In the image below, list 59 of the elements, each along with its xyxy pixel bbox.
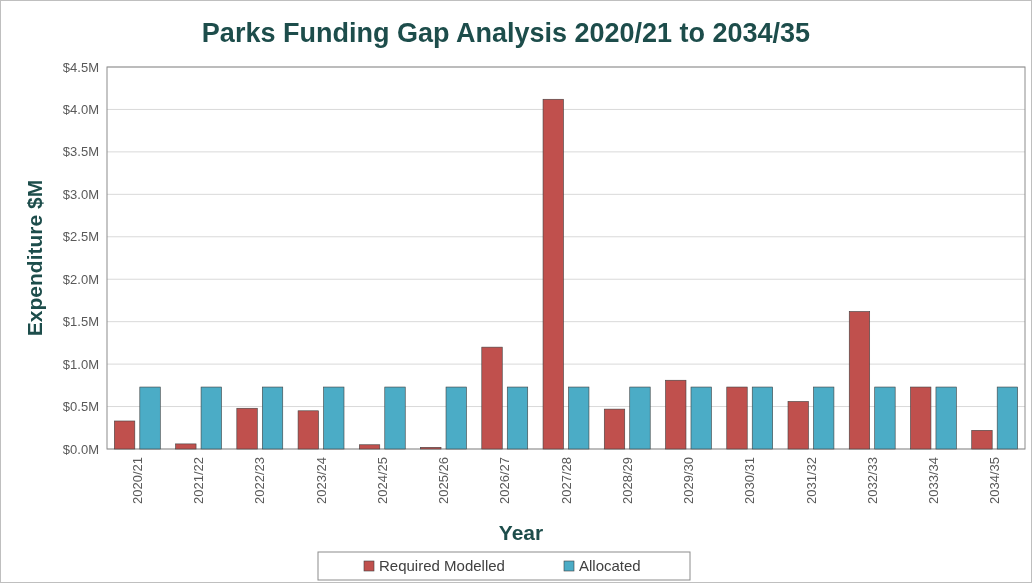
y-tick-label: $2.5M: [62, 229, 99, 245]
x-tick-label: 2029/30: [681, 457, 697, 504]
bar: [384, 386, 406, 450]
y-tick-label: $0.5M: [62, 399, 99, 415]
bar: [506, 386, 529, 450]
x-tick-label: 2020/21: [129, 457, 145, 504]
x-axis-title: Year: [498, 521, 544, 544]
bar: [445, 386, 467, 450]
bar: [996, 386, 1018, 450]
bar: [848, 311, 870, 450]
x-tick-label: 2023/24: [313, 457, 329, 504]
bar: [114, 420, 136, 450]
y-tick-label: $1.0M: [62, 356, 99, 372]
y-tick-label: $4.0M: [62, 101, 99, 117]
x-tick-label: 2027/28: [558, 457, 574, 504]
x-tick-label: 2021/22: [191, 457, 207, 504]
bar: [813, 386, 835, 450]
bar: [910, 386, 932, 450]
x-tick-label: 2022/23: [252, 457, 268, 504]
bar: [359, 444, 381, 450]
bar: [751, 386, 773, 450]
y-tick-label: $3.5M: [62, 144, 99, 160]
bar: [971, 430, 993, 450]
bar: [481, 346, 503, 450]
bar: [323, 386, 345, 450]
x-tick-label: 2025/26: [436, 457, 452, 504]
chart-title: Parks Funding Gap Analysis 2020/21 to 2034/35: [201, 18, 811, 48]
x-tick-label: 2031/32: [803, 457, 819, 504]
bar: [262, 386, 284, 450]
bar: [200, 386, 222, 450]
x-tick-label: 2030/31: [742, 457, 758, 504]
x-tick-label: 2024/25: [374, 457, 390, 504]
bar: [175, 443, 197, 450]
bar: [236, 407, 258, 450]
bar: [690, 386, 712, 450]
bar: [787, 401, 809, 450]
x-tick-label: 2033/34: [925, 457, 941, 504]
bar: [629, 386, 651, 450]
y-tick-label: $0.0M: [62, 441, 99, 457]
legend-label: Allocated: [579, 557, 641, 575]
bar: [297, 410, 319, 450]
y-tick-label: $3.0M: [62, 186, 99, 202]
bar: [603, 408, 626, 450]
bar: [935, 386, 957, 450]
bar: [568, 386, 590, 450]
x-tick-label: 2034/35: [987, 457, 1003, 504]
x-tick-label: 2028/29: [619, 457, 635, 504]
y-tick-label: $4.5M: [62, 59, 99, 75]
legend-label: Required Modelled: [379, 557, 505, 575]
bar: [139, 386, 161, 450]
y-axis-title: Expenditure $M: [23, 179, 46, 337]
y-tick-label: $2.0M: [62, 271, 99, 287]
x-tick-label: 2032/33: [864, 457, 880, 504]
bar: [726, 386, 748, 450]
x-tick-label: 2026/27: [497, 457, 513, 504]
bar: [542, 98, 564, 450]
bar: [874, 386, 896, 450]
y-tick-label: $1.5M: [62, 314, 99, 330]
bar: [665, 379, 687, 450]
